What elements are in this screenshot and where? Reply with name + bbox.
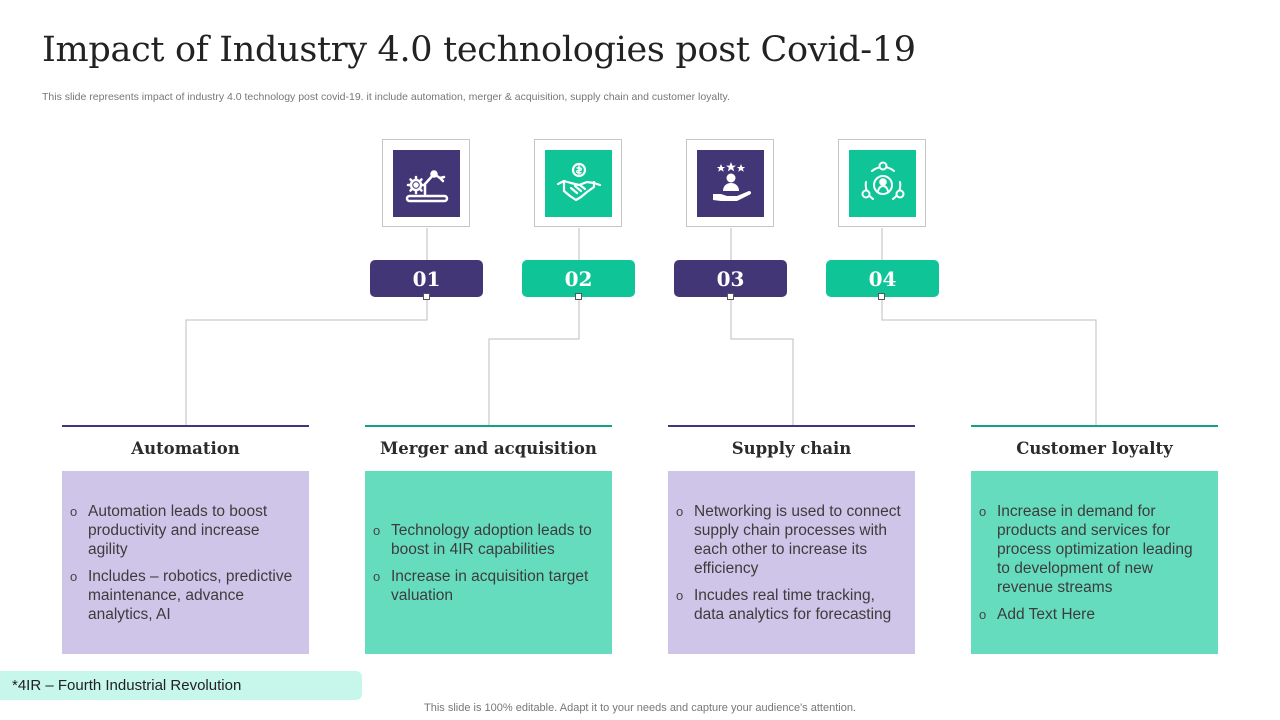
footnote-text: *4IR – Fourth Industrial Revolution <box>12 677 242 694</box>
list-item-text: Technology adoption leads to boost in 4I… <box>391 521 592 558</box>
connector-node <box>575 293 582 300</box>
step-4-card: o Increase in demand for products and se… <box>971 471 1218 654</box>
step-2-divider <box>365 425 612 427</box>
connector-node <box>423 293 430 300</box>
bullet-icon: o <box>373 568 381 584</box>
step-1-icon-frame <box>382 139 470 227</box>
bullet-icon: o <box>70 503 78 519</box>
connector-node <box>878 293 885 300</box>
step-2-number-badge: 02 <box>522 260 635 297</box>
list-item-text: Incudes real time tracking, data analyti… <box>694 586 892 623</box>
list-item: o Includes – robotics, predictive mainte… <box>70 567 297 624</box>
list-item-text: Increase in acquisition target valuation <box>391 567 589 604</box>
footer-note: This slide is 100% editable. Adapt it to… <box>424 702 856 714</box>
list-item: o Automation leads to boost productivity… <box>70 502 297 559</box>
footnote-banner: *4IR – Fourth Industrial Revolution <box>0 671 362 700</box>
step-3-number-badge: 03 <box>674 260 787 297</box>
bullet-icon: o <box>979 503 987 519</box>
step-2-icon-frame <box>534 139 622 227</box>
list-item-text: Includes – robotics, predictive maintena… <box>88 567 293 623</box>
bullet-icon: o <box>979 606 987 622</box>
step-2-card: o Technology adoption leads to boost in … <box>365 471 612 654</box>
step-1-divider <box>62 425 309 427</box>
handshake-dollar-icon <box>545 150 612 217</box>
connector-node <box>727 293 734 300</box>
page-subtitle: This slide represents impact of industry… <box>42 91 730 103</box>
bullet-icon: o <box>676 587 684 603</box>
step-2-heading: Merger and acquisition <box>380 439 597 458</box>
bullet-icon: o <box>70 568 78 584</box>
step-1-heading: Automation <box>131 439 240 458</box>
step-3-divider <box>668 425 915 427</box>
bullet-icon: o <box>676 503 684 519</box>
customer-rating-hand-icon <box>697 150 764 217</box>
list-item: o Increase in acquisition target valuati… <box>373 567 600 605</box>
customer-cycle-icon <box>849 150 916 217</box>
page-title: Impact of Industry 4.0 technologies post… <box>42 30 916 70</box>
list-item-text: Automation leads to boost productivity a… <box>88 502 268 558</box>
list-item: o Incudes real time tracking, data analy… <box>676 586 903 624</box>
bullet-icon: o <box>373 522 381 538</box>
list-item-text: Add Text Here <box>997 605 1095 623</box>
list-item-text: Increase in demand for products and serv… <box>997 502 1193 596</box>
step-1-card: o Automation leads to boost productivity… <box>62 471 309 654</box>
step-1-number-badge: 01 <box>370 260 483 297</box>
step-4-divider <box>971 425 1218 427</box>
list-item-text: Networking is used to connect supply cha… <box>694 502 901 577</box>
list-item: o Networking is used to connect supply c… <box>676 502 903 578</box>
list-item: o Technology adoption leads to boost in … <box>373 521 600 559</box>
step-4-icon-frame <box>838 139 926 227</box>
list-item: o Increase in demand for products and se… <box>979 502 1206 597</box>
step-3-heading: Supply chain <box>731 439 852 458</box>
step-3-card: o Networking is used to connect supply c… <box>668 471 915 654</box>
list-item: o Add Text Here <box>979 605 1206 624</box>
step-4-heading: Customer loyalty <box>1016 439 1173 458</box>
robotic-arm-icon <box>393 150 460 217</box>
step-4-number-badge: 04 <box>826 260 939 297</box>
step-3-icon-frame <box>686 139 774 227</box>
